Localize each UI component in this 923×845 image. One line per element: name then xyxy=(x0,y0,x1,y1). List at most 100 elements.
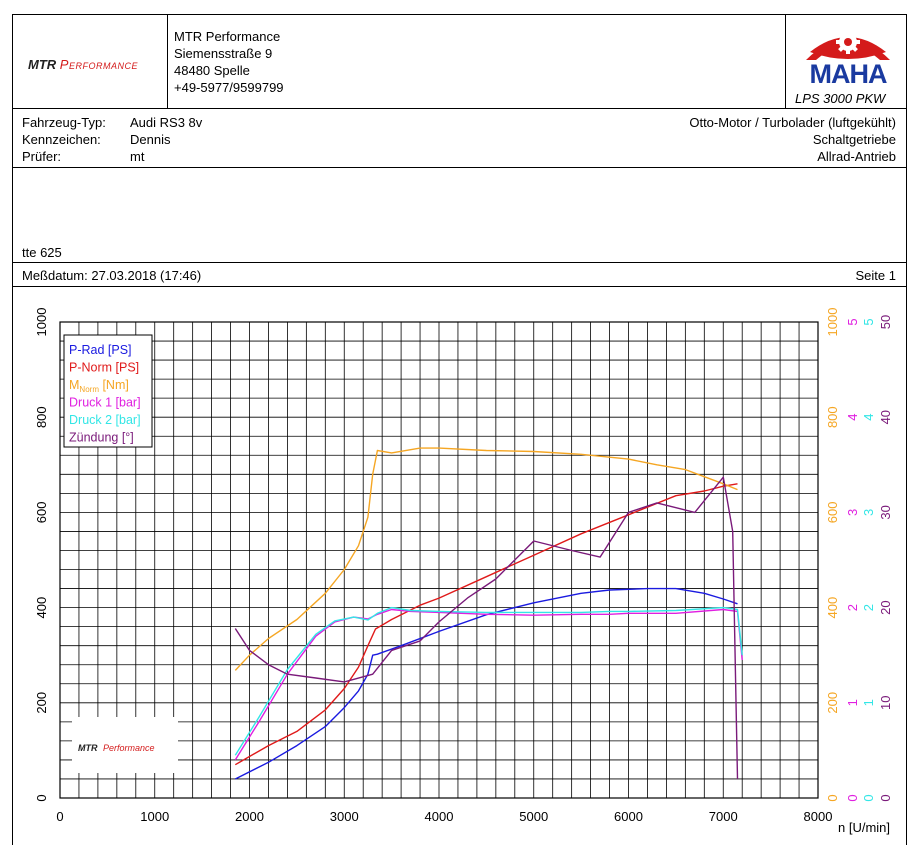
company-logo-performance: Performance xyxy=(59,57,138,72)
legend-entry-label: M xyxy=(69,378,79,392)
chart-legend: P-Rad [PS] P-Norm [PS] MNorm [Nm] Druck 1 [… xyxy=(63,334,153,448)
x-tick-label: 3000 xyxy=(330,809,359,824)
company-phone: +49-5977/9599799 xyxy=(174,80,284,95)
legend-entry-suffix: [Nm] xyxy=(99,378,129,392)
legend-entry-label: P-Norm [PS] xyxy=(69,361,139,375)
watermark-bg xyxy=(72,717,178,773)
left-y-tick-label: 800 xyxy=(34,406,49,428)
x-tick-label: 8000 xyxy=(804,809,833,824)
company-street: Siemensstraße 9 xyxy=(174,46,273,61)
right-y-tick-label: 2 xyxy=(861,604,876,611)
gear-icon xyxy=(836,30,860,54)
right-y-tick-label: 400 xyxy=(825,597,840,619)
left-y-tick-label: 0 xyxy=(34,794,49,801)
header-divider-right xyxy=(785,14,786,108)
engine-type: Otto-Motor / Turbolader (luftgekühlt) xyxy=(689,115,896,130)
tester-label: Prüfer: xyxy=(22,149,62,164)
legend-entry-label: Zündung [°] xyxy=(69,431,134,445)
left-y-tick-label: 200 xyxy=(34,692,49,714)
chart-series xyxy=(234,447,743,780)
legend-entry-label: Druck 2 [bar] xyxy=(69,413,141,427)
right-y-tick-label: 800 xyxy=(825,406,840,428)
right-y-tick-label: 0 xyxy=(878,794,893,801)
separator-2 xyxy=(12,167,907,168)
right-y-tick-label: 10 xyxy=(878,696,893,710)
legend-entry-subscript: Norm xyxy=(79,385,99,394)
legend-entry: Druck 2 [bar] xyxy=(69,413,141,427)
right-y-tick-label: 5 xyxy=(861,318,876,325)
right-y-tick-label: 600 xyxy=(825,502,840,524)
series-line xyxy=(234,608,743,761)
vehicle-type-value: Audi RS3 8v xyxy=(130,115,203,130)
separator-4 xyxy=(12,286,907,287)
tester-value: mt xyxy=(130,149,145,164)
right-y-tick-label: 1 xyxy=(845,699,860,706)
x-axis-label: n [U/min] xyxy=(838,820,890,835)
separator-1 xyxy=(12,108,907,109)
x-tick-label: 6000 xyxy=(614,809,643,824)
note-text: tte 625 xyxy=(22,245,62,260)
right-y-tick-label: 0 xyxy=(825,794,840,801)
legend-entry: P-Norm [PS] xyxy=(69,361,139,375)
legend-entry: Zündung [°] xyxy=(69,431,134,445)
drive-type: Allrad-Antrieb xyxy=(817,149,896,164)
right-y-tick-label: 30 xyxy=(878,505,893,519)
x-tick-label: 4000 xyxy=(425,809,454,824)
company-city: 48480 Spelle xyxy=(174,63,250,78)
right-y-tick-label: 0 xyxy=(845,794,860,801)
right-y-tick-label: 40 xyxy=(878,410,893,424)
watermark-performance: Performance xyxy=(103,743,155,753)
series-line xyxy=(234,606,743,756)
series-line xyxy=(234,476,739,780)
right-y-tick-label: 20 xyxy=(878,600,893,614)
company-logo: MTR Performance xyxy=(28,57,138,72)
left-y-tick-label: 600 xyxy=(34,502,49,524)
gearbox-type: Schaltgetriebe xyxy=(812,132,896,147)
watermark-mtr: MTR xyxy=(78,743,98,753)
x-tick-label: 2000 xyxy=(235,809,264,824)
x-tick-label: 7000 xyxy=(709,809,738,824)
company-name: MTR Performance xyxy=(174,29,281,44)
right-y-tick-label: 4 xyxy=(861,414,876,421)
x-tick-label: 1000 xyxy=(140,809,169,824)
right-y-tick-label: 1000 xyxy=(825,308,840,337)
series-line xyxy=(234,587,738,780)
right-y-tick-label: 2 xyxy=(845,604,860,611)
right-y-tick-label: 200 xyxy=(825,692,840,714)
series-line xyxy=(234,447,738,671)
plot-border xyxy=(59,321,819,799)
separator-3 xyxy=(12,262,907,263)
legend-entry: P-Rad [PS] xyxy=(69,343,132,357)
right-y-tick-label: 5 xyxy=(845,318,860,325)
right-y-tick-label: 50 xyxy=(878,315,893,329)
legend-entry: MNorm [Nm] xyxy=(69,378,129,394)
right-y-tick-label: 0 xyxy=(861,794,876,801)
product-name: LPS 3000 PKW xyxy=(795,91,886,106)
left-y-tick-label: 1000 xyxy=(34,308,49,337)
legend-entry-label: P-Rad [PS] xyxy=(69,343,132,357)
maha-logo-word: MAHA xyxy=(810,59,887,88)
header-divider-left xyxy=(167,14,168,108)
page-number: Seite 1 xyxy=(855,268,896,283)
report-frame xyxy=(12,14,907,845)
x-tick-label: 5000 xyxy=(519,809,548,824)
legend-entry-label: Druck 1 [bar] xyxy=(69,396,141,410)
watermark-logo: MTR Performance xyxy=(78,743,155,753)
legend-box xyxy=(63,334,153,448)
left-y-tick-label: 400 xyxy=(34,597,49,619)
measurement-date: Meßdatum: 27.03.2018 (17:46) xyxy=(22,268,202,283)
series-line xyxy=(234,483,738,766)
right-y-tick-label: 3 xyxy=(845,509,860,516)
right-y-tick-label: 3 xyxy=(861,509,876,516)
plate-label: Kennzeichen: xyxy=(22,132,101,147)
legend-entry: Druck 1 [bar] xyxy=(69,396,141,410)
plate-value: Dennis xyxy=(130,132,171,147)
right-y-tick-label: 4 xyxy=(845,414,860,421)
company-logo-mtr: MTR xyxy=(28,57,57,72)
x-tick-label: 0 xyxy=(56,809,63,824)
maha-logo: MAHA xyxy=(806,30,890,88)
vehicle-type-label: Fahrzeug-Typ: xyxy=(22,115,106,130)
right-y-tick-label: 1 xyxy=(861,699,876,706)
